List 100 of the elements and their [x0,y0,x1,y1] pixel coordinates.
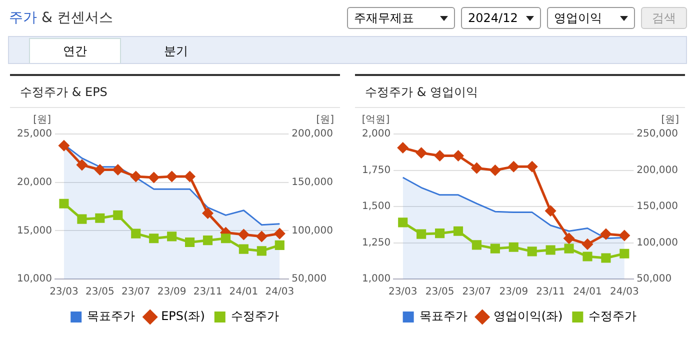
point [166,171,178,182]
y-tick-label: 15,000 [16,225,52,236]
point [600,228,612,240]
point [508,161,519,172]
y2-tick-label: 250,000 [636,128,678,140]
point [149,234,159,244]
x-tick-label: 23/05 [425,286,454,298]
text: 연간 [29,38,121,63]
x-tick-label: 23/09 [157,286,186,298]
point [148,172,160,183]
point [274,228,285,239]
y2-tick-label: 50,000 [292,274,327,285]
point [490,244,500,254]
x-tick-label: 23/03 [50,286,78,298]
point [416,229,426,239]
y-tick-label: 2,000 [362,128,391,140]
point [59,198,69,208]
point [435,228,445,238]
point [274,240,284,250]
point [527,246,537,256]
x-tick-label: 23/05 [86,286,114,298]
point [167,232,177,242]
point [546,245,556,255]
point [238,244,248,254]
point [453,226,464,236]
y2-tick-label: 150,000 [292,176,334,188]
x-tick-label: 23/09 [499,286,528,298]
legend-label: 목표주가 [87,309,136,324]
point [601,253,611,263]
y2-axis-title: [원] [316,114,334,126]
y-tick-label: 1,750 [362,164,391,176]
point [472,240,482,250]
y-tick-label: 10,000 [16,274,52,285]
y2-tick-label: 100,000 [292,225,334,236]
x-tick-label: 24/03 [610,286,639,298]
point [620,248,630,258]
legend-label: 수정주가 [588,309,637,324]
y2-tick-label: 200,000 [636,164,678,176]
point [77,214,87,224]
point [582,252,592,262]
y-tick-label: 1,250 [362,237,391,248]
y2-tick-label: 100,000 [636,237,678,248]
point [185,237,195,248]
x-tick-label: 24/01 [573,286,602,298]
x-tick-label: 24/01 [229,286,258,298]
y2-tick-label: 200,000 [292,128,334,140]
point [398,142,408,154]
dropdown-field: 주재무제표 [347,7,455,29]
text: 주가 & 컨센서스 [9,10,113,26]
point [619,230,630,241]
legend-label: 목표주가 [419,309,468,324]
point [58,140,70,151]
point [582,238,593,250]
x-tick-label: 23/11 [193,286,222,298]
point [76,160,88,170]
point [95,213,105,223]
x-tick-label: 23/07 [462,286,492,298]
point [94,164,106,176]
point [564,233,574,244]
point [508,242,518,252]
chart-title: 수정주가 & 영업이익 [355,76,685,108]
y-axis-title: [원] [33,114,52,126]
point [545,206,556,216]
point [564,244,574,254]
x-tick-label: 24/03 [265,286,294,298]
point [256,231,267,242]
y2-tick-label: 50,000 [636,274,672,285]
dropdown-field: 2024/12 [461,7,541,29]
point [112,164,124,176]
point [202,208,214,219]
point [131,228,141,238]
point [113,210,123,220]
point [398,218,408,228]
legend-label: EPS(좌) [161,309,205,324]
legend-label: 영업이익(좌) [493,309,563,324]
text: 분기 [163,42,189,60]
y2-axis-title: [원] [661,114,680,126]
point [202,236,213,246]
x-tick-label: 23/11 [536,286,565,298]
y-tick-label: 1,000 [362,274,391,285]
point [238,229,249,240]
point [416,148,427,158]
point [220,234,231,244]
point [490,165,500,176]
search-button: 검색 [641,7,687,29]
chart-title: 수정주가 & EPS [10,76,340,108]
point [471,162,482,174]
point [256,246,266,256]
y-tick-label: 20,000 [16,176,52,188]
y-tick-label: 25,000 [16,128,52,140]
y-tick-label: 1,500 [362,201,391,212]
dropdown-field: 영업이익 [547,7,635,29]
y2-tick-label: 150,000 [636,201,678,212]
y-axis-title: [억원] [362,114,390,126]
point [434,150,446,161]
point [453,150,464,161]
legend-label: 수정주가 [230,309,279,324]
x-tick-label: 23/07 [121,286,150,298]
point [130,171,142,182]
point [526,161,538,172]
